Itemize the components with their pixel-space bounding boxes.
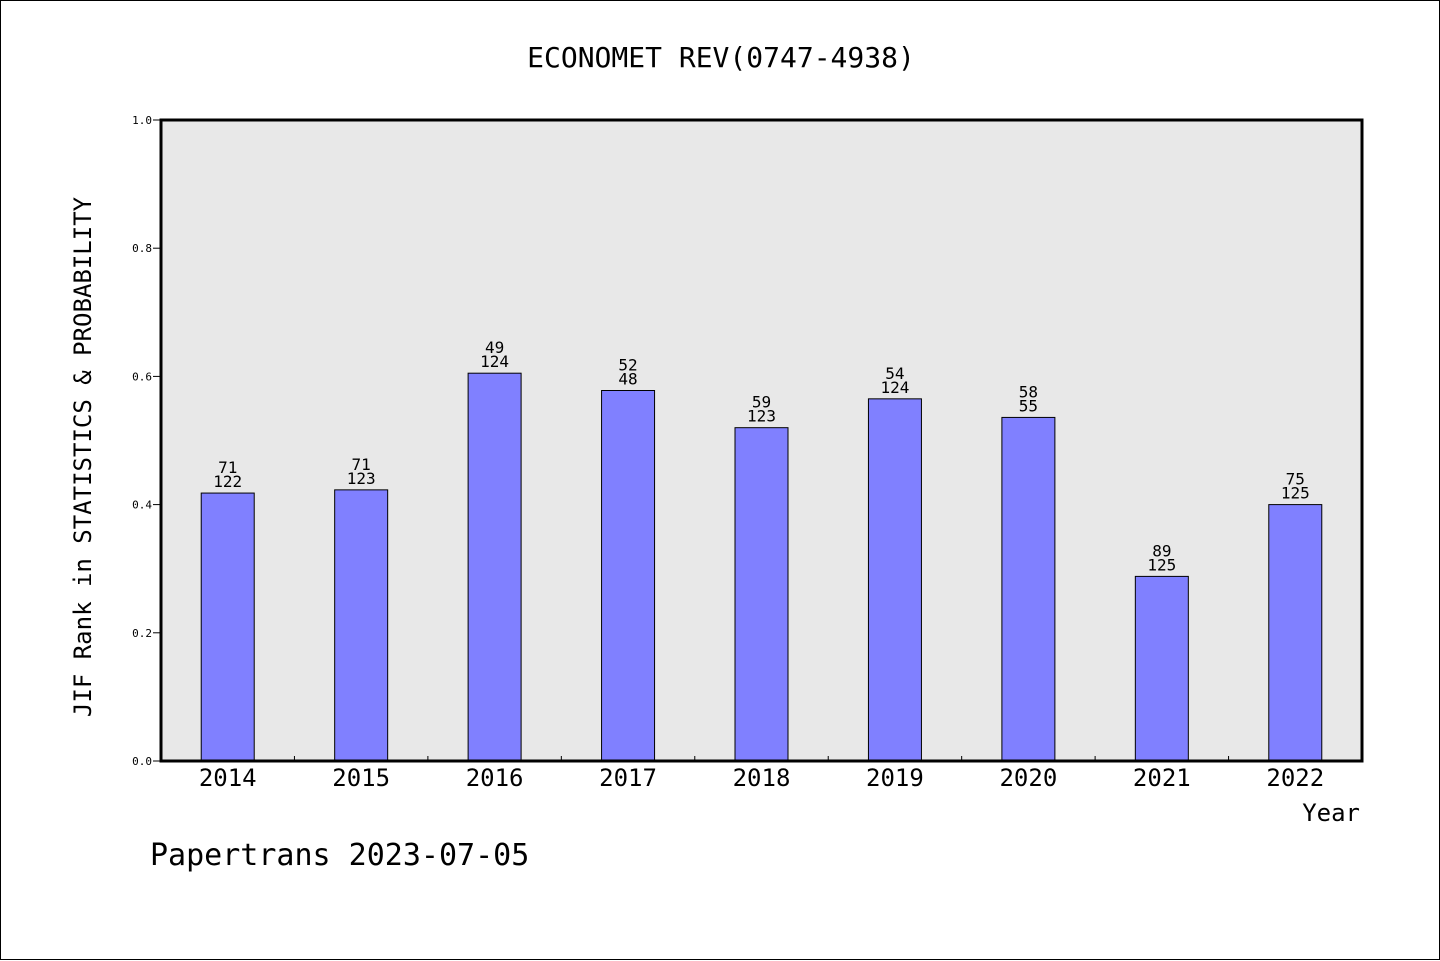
bar-2017 bbox=[601, 390, 656, 762]
x-tick-label: 2019 bbox=[866, 764, 924, 792]
footer-text: Papertrans 2023-07-05 bbox=[150, 838, 529, 873]
bar-rank-label: 58 bbox=[1019, 382, 1038, 401]
bar-2018 bbox=[734, 427, 789, 762]
x-tick-label: 2015 bbox=[332, 764, 390, 792]
bar-2019 bbox=[867, 398, 922, 762]
bar-total-label: 55 bbox=[1019, 396, 1038, 415]
x-tick-label: 2022 bbox=[1266, 764, 1324, 792]
x-tick-label: 2014 bbox=[199, 764, 257, 792]
y-axis: 0.0 0.2 0.4 0.6 0.8 1.0 bbox=[132, 114, 161, 768]
y-tick-label: 0.6 bbox=[132, 370, 152, 383]
bar-2021 bbox=[1134, 575, 1189, 762]
bar-2015 bbox=[334, 489, 389, 762]
y-tick-label: 0.4 bbox=[132, 499, 152, 512]
plot-frame bbox=[159, 118, 1364, 763]
bar-total-label: 125 bbox=[1147, 555, 1176, 574]
bar-total-label: 122 bbox=[213, 472, 242, 491]
bar-2014 bbox=[200, 492, 255, 762]
y-tick-label: 0.2 bbox=[132, 627, 152, 640]
bar-2022 bbox=[1268, 504, 1323, 762]
bar-total-label: 48 bbox=[618, 370, 637, 389]
bar-total-label: 124 bbox=[880, 378, 909, 397]
x-tick-label: 2016 bbox=[466, 764, 524, 792]
y-tick-label: 1.0 bbox=[132, 114, 152, 127]
bar-rank-label: 49 bbox=[485, 338, 504, 357]
y-axis-label: JIF Rank in STATISTICS & PROBABILITY bbox=[69, 196, 97, 717]
bar-2020 bbox=[1001, 416, 1056, 762]
x-tick-label: 2020 bbox=[999, 764, 1057, 792]
bar-rank-label: 71 bbox=[218, 458, 237, 477]
x-tick-label: 2021 bbox=[1133, 764, 1191, 792]
bar-rank-label: 54 bbox=[885, 364, 904, 383]
y-tick-label: 0.8 bbox=[132, 242, 152, 255]
bar-rank-label: 89 bbox=[1152, 541, 1171, 560]
bar-rank-label: 59 bbox=[752, 393, 771, 412]
bar-total-label: 123 bbox=[747, 407, 776, 426]
bar-total-label: 124 bbox=[480, 352, 509, 371]
x-axis-label: Year bbox=[1302, 799, 1360, 827]
bar-2016 bbox=[467, 372, 522, 762]
x-tick-label: 2017 bbox=[599, 764, 657, 792]
bar-rank-label: 52 bbox=[618, 356, 637, 375]
x-tick-label: 2018 bbox=[733, 764, 791, 792]
bars-group bbox=[200, 372, 1323, 762]
x-axis: 2014 2015 2016 2017 2018 2019 2020 2021 2022 bbox=[199, 756, 1324, 792]
bar-total-label: 123 bbox=[347, 469, 376, 488]
bar-rank-label: 71 bbox=[352, 455, 371, 474]
chart-title: ECONOMET REV(0747-4938) bbox=[527, 41, 915, 74]
bar-rank-label: 75 bbox=[1286, 470, 1305, 489]
y-tick-label: 0.0 bbox=[132, 755, 152, 768]
bar-total-label: 125 bbox=[1281, 484, 1310, 503]
